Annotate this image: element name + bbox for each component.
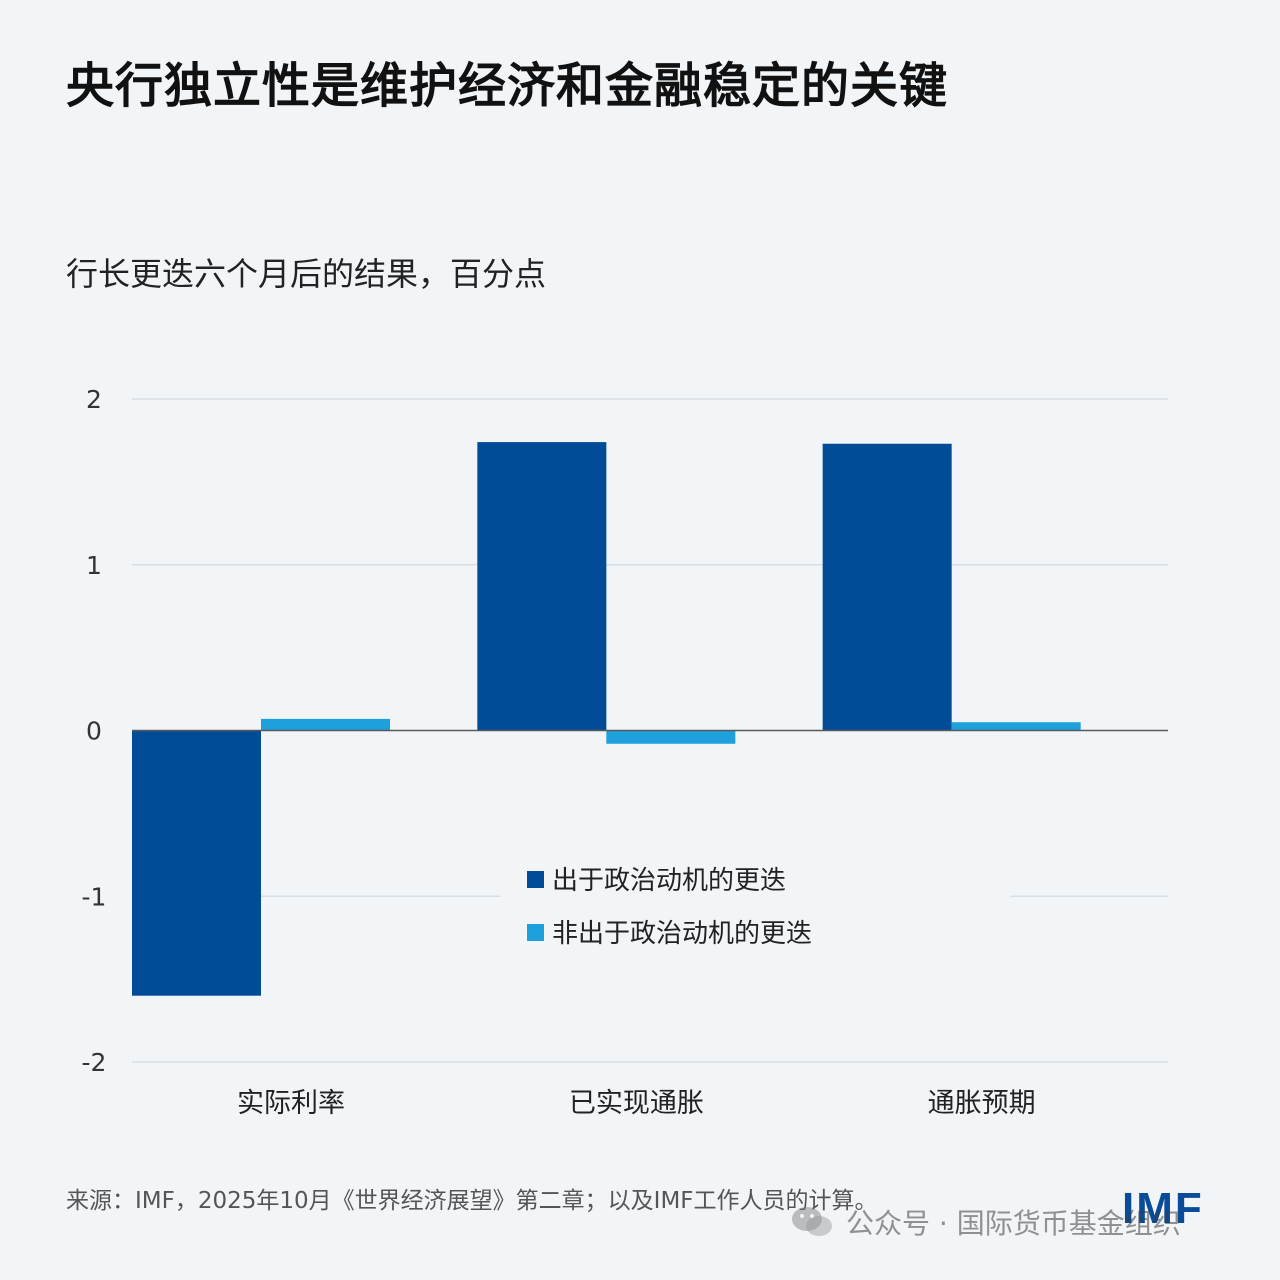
legend-swatch	[527, 871, 544, 888]
x-category-label: 已实现通胀	[569, 1088, 704, 1119]
watermark: 公众号 · 国际货币基金组织	[790, 1202, 1181, 1242]
imf-logo: IMF	[1122, 1184, 1204, 1233]
y-tick-label: 2	[86, 385, 102, 414]
legend-swatch	[527, 924, 544, 941]
y-tick-label: 1	[86, 551, 102, 580]
source-note: 来源：IMF，2025年10月《世界经济展望》第二章；以及IMF工作人员的计算。	[66, 1188, 878, 1214]
bar-non-political	[606, 730, 736, 744]
y-tick-label: 0	[86, 717, 102, 746]
chart-subtitle: 行长更迭六个月后的结果，百分点	[66, 255, 547, 293]
bar-non-political	[951, 722, 1081, 731]
y-tick-label: -1	[82, 882, 107, 911]
bar-non-political	[261, 718, 390, 731]
bar-political	[822, 443, 952, 731]
bar-political	[477, 442, 607, 731]
legend-label: 非出于政治动机的更迭	[552, 919, 812, 949]
y-tick-label: -2	[82, 1048, 107, 1077]
watermark-text: 公众号 · 国际货币基金组织	[846, 1207, 1181, 1240]
legend-label: 出于政治动机的更迭	[552, 866, 786, 896]
wechat-icon	[792, 1207, 832, 1236]
x-category-label: 实际利率	[237, 1088, 345, 1119]
legend-background	[500, 856, 1010, 956]
x-category-label: 通胀预期	[928, 1088, 1036, 1119]
bar-political	[132, 730, 261, 996]
page-title: 央行独立性是维护经济和金融稳定的关键	[66, 58, 949, 114]
